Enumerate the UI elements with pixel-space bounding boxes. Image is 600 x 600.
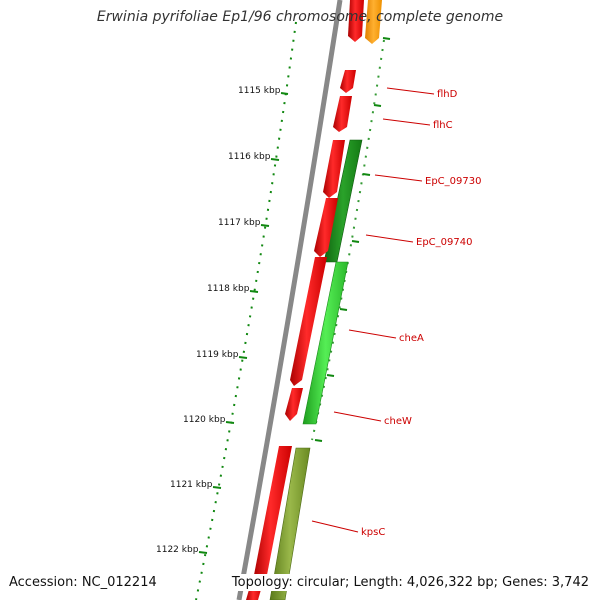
gene-arrow[interactable] bbox=[340, 70, 356, 93]
gene-arrow[interactable] bbox=[285, 388, 303, 421]
scale-label: 1119 kbp bbox=[196, 350, 239, 360]
leader-line-flhC bbox=[382, 118, 431, 126]
gene-label-EpC_09730[interactable]: EpC_09730 bbox=[425, 176, 481, 187]
gene-label-kpsC[interactable]: kpsC bbox=[361, 527, 385, 538]
genome-summary-text: Topology: circular; Length: 4,026,322 bp… bbox=[228, 574, 592, 591]
leader-line-EpC_09730 bbox=[374, 174, 423, 182]
leader-line-cheW bbox=[333, 411, 382, 422]
inner-tick bbox=[351, 240, 360, 243]
gene-label-cheA[interactable]: cheA bbox=[399, 333, 424, 344]
scale-tick bbox=[270, 158, 280, 161]
gene-features bbox=[246, 0, 382, 600]
gene-arrow[interactable] bbox=[333, 96, 352, 132]
gene-label-cheW[interactable]: cheW bbox=[384, 416, 412, 427]
scale-labels: 1115 kbp 1116 kbp 1117 kbp 1118 kbp 1119… bbox=[156, 86, 281, 555]
inner-tick bbox=[373, 104, 382, 107]
cds-feature-light-green[interactable] bbox=[302, 261, 349, 425]
inner-tick bbox=[339, 308, 348, 311]
inner-tick bbox=[326, 374, 335, 377]
cds-feature-olive[interactable] bbox=[269, 447, 311, 600]
scale-tick bbox=[238, 356, 248, 359]
gene-arrow[interactable] bbox=[323, 140, 345, 198]
inner-tick bbox=[362, 173, 371, 176]
gene-labels: flhD flhC EpC_09730 EpC_09740 cheA cheW … bbox=[361, 89, 481, 538]
inner-tick bbox=[314, 439, 323, 442]
gene-label-flhC[interactable]: flhC bbox=[433, 120, 453, 131]
scale-tick bbox=[198, 551, 208, 554]
scale-ticks bbox=[198, 92, 289, 554]
scale-label: 1121 kbp bbox=[170, 480, 213, 490]
gene-arrow-orange[interactable] bbox=[365, 0, 382, 44]
scale-tick bbox=[212, 486, 222, 489]
scale-label: 1118 kbp bbox=[207, 284, 250, 294]
scale-tick bbox=[260, 224, 270, 227]
chromosome-backbone bbox=[236, 0, 343, 600]
scale-label: 1120 kbp bbox=[183, 415, 226, 425]
scale-label: 1115 kbp bbox=[238, 86, 281, 96]
gene-label-EpC_09740[interactable]: EpC_09740 bbox=[416, 237, 472, 248]
gene-arrow[interactable] bbox=[253, 446, 292, 580]
scale-label: 1122 kbp bbox=[156, 545, 199, 555]
cds-features bbox=[269, 139, 363, 600]
leader-line-EpC_09740 bbox=[365, 234, 414, 243]
gene-arrow[interactable] bbox=[290, 257, 327, 386]
gene-arrow[interactable] bbox=[348, 0, 364, 42]
scale-tick bbox=[249, 290, 259, 293]
scale-track-dotted bbox=[195, 21, 297, 600]
scale-tick bbox=[280, 92, 289, 95]
scale-label: 1117 kbp bbox=[218, 218, 261, 228]
leader-line-kpsC bbox=[311, 520, 359, 533]
inner-track-ticks bbox=[314, 37, 391, 442]
map-title: Erwinia pyrifoliae Ep1/96 chromosome, co… bbox=[96, 9, 504, 25]
gene-arrow[interactable] bbox=[314, 198, 338, 257]
gene-label-flhD[interactable]: flhD bbox=[437, 89, 458, 100]
scale-tick bbox=[225, 421, 235, 424]
leader-line-flhD bbox=[386, 87, 435, 95]
gene-leader-lines bbox=[311, 87, 435, 533]
leader-line-cheA bbox=[348, 329, 397, 339]
inner-tick bbox=[382, 37, 391, 40]
accession-text: Accession: NC_012214 bbox=[6, 574, 160, 591]
scale-label: 1116 kbp bbox=[228, 152, 271, 162]
